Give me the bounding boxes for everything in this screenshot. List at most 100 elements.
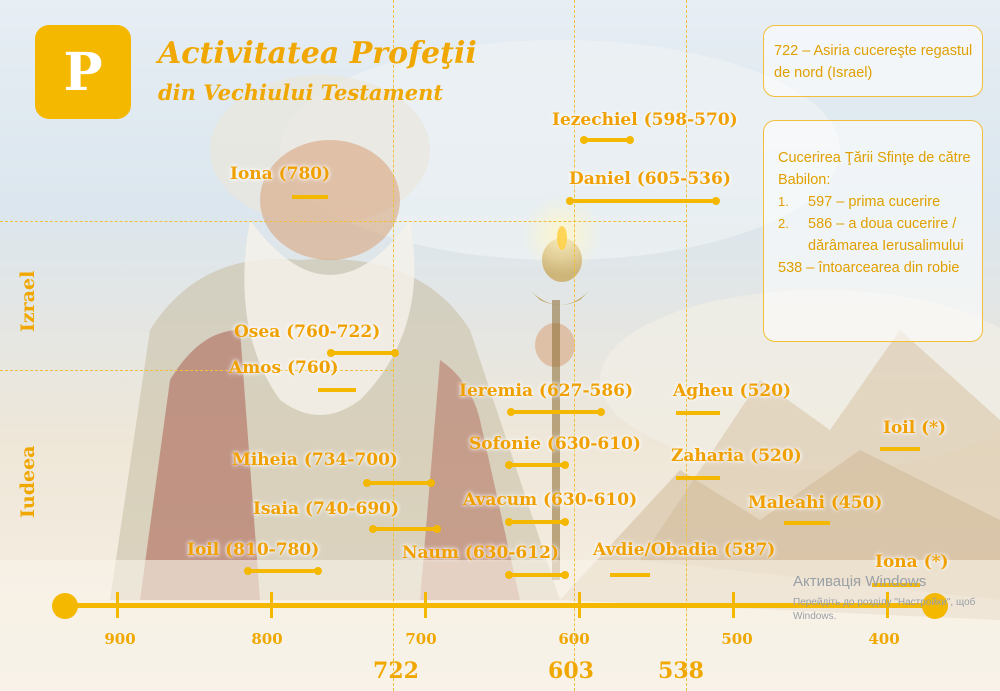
prophet-period-bar — [318, 388, 356, 392]
period-endpoint-dot — [505, 571, 513, 579]
logo-letter: P — [63, 41, 103, 103]
period-endpoint-dot — [566, 197, 574, 205]
info-box-assyria-text: 722 – Asiria cucereşte regastul de nord … — [774, 43, 973, 81]
key-year-722: 722 — [373, 658, 419, 684]
period-endpoint-dot — [327, 349, 335, 357]
period-endpoint-dot — [561, 461, 569, 469]
period-endpoint-dot — [314, 567, 322, 575]
prophet-label: Agheu (520) — [673, 381, 792, 401]
windows-activation-line: Перейдіть до розділу "Настройки", щоб — [793, 597, 976, 608]
info-box-babylon-heading: Cucerirea Ţării Sfinţe de către Babilon: — [778, 150, 971, 188]
prophet-period-bar — [327, 349, 399, 357]
prophet-period-bar — [369, 525, 441, 533]
axis-start-cap — [52, 593, 78, 619]
prophet-label: Avacum (630-610) — [463, 490, 638, 510]
prophet-period-bar — [872, 583, 920, 587]
period-endpoint-dot — [597, 408, 605, 416]
prophet-label: Daniel (605-536) — [569, 169, 731, 189]
prophet-label: Iona (*) — [875, 552, 949, 572]
guide-538 — [686, 0, 687, 691]
page-subtitle: din Vechiului Testament — [158, 80, 444, 105]
prophet-period-bar — [244, 567, 322, 575]
prophet-period-bar — [580, 136, 634, 144]
axis-tick-label: 500 — [721, 630, 753, 648]
prophet-period-bar — [676, 476, 720, 480]
prophet-period-bar — [505, 461, 569, 469]
side-label-israel: Izrael — [17, 270, 39, 332]
prophet-period-bar — [610, 573, 650, 577]
prophet-label: Miheia (734-700) — [232, 450, 398, 470]
list-text: 586 – a doua cucerire / dărâmarea Ierusa… — [808, 216, 964, 254]
side-label-judea: Iudeea — [17, 445, 39, 518]
timeline-axis — [64, 603, 936, 608]
period-endpoint-dot — [712, 197, 720, 205]
prophet-period-bar — [292, 195, 328, 199]
prophet-period-bar — [505, 571, 569, 579]
prophet-label: Osea (760-722) — [234, 322, 381, 342]
axis-tick — [424, 592, 427, 618]
prophet-label: Amos (760) — [229, 358, 339, 378]
period-endpoint-dot — [363, 479, 371, 487]
period-endpoint-dot — [505, 461, 513, 469]
prophet-period-bar — [880, 447, 920, 451]
guide-israel-top — [0, 221, 686, 222]
prophet-label: Ioil (*) — [883, 418, 947, 438]
prophet-label: Iona (780) — [230, 164, 331, 184]
info-box-babylon-list: 1. 597 – prima cucerire 2. 586 – a doua cu… — [778, 191, 972, 257]
period-endpoint-dot — [561, 518, 569, 526]
info-box-babylon: Cucerirea Ţării Sfinţe de către Babilon:… — [763, 120, 983, 342]
period-endpoint-dot — [580, 136, 588, 144]
period-endpoint-dot — [391, 349, 399, 357]
prophet-label: Iezechiel (598-570) — [552, 110, 738, 130]
logo-badge: P — [35, 25, 131, 119]
axis-tick — [732, 592, 735, 618]
prophet-period-bar — [363, 479, 435, 487]
prophet-label: Ioil (810-780) — [187, 540, 320, 560]
prophet-label: Avdie/Obadia (587) — [593, 540, 776, 560]
guide-603 — [574, 0, 575, 691]
windows-activation-line: Windows. — [793, 611, 837, 622]
axis-tick-label: 700 — [405, 630, 437, 648]
prophet-label: Ieremia (627-586) — [459, 381, 634, 401]
prophet-label: Zaharia (520) — [671, 446, 802, 466]
list-text: 597 – prima cucerire — [808, 194, 941, 210]
period-endpoint-dot — [369, 525, 377, 533]
axis-tick — [270, 592, 273, 618]
prophet-period-bar — [676, 411, 720, 415]
period-endpoint-dot — [427, 479, 435, 487]
key-year-603: 603 — [548, 658, 594, 684]
list-number: 1. — [778, 194, 789, 209]
prophet-period-bar — [784, 521, 830, 525]
prophet-period-bar — [507, 408, 605, 416]
period-endpoint-dot — [561, 571, 569, 579]
axis-tick-label: 900 — [104, 630, 136, 648]
guide-722 — [393, 0, 394, 691]
guide-israel-bottom — [0, 370, 393, 371]
prophet-label: Sofonie (630-610) — [469, 434, 641, 454]
windows-activation-text: Перейдіть до розділу "Настройки", щоб Wi… — [793, 596, 975, 624]
key-year-538: 538 — [658, 658, 704, 684]
page-title: Activitatea Profeţii — [158, 36, 477, 71]
period-endpoint-dot — [433, 525, 441, 533]
prophet-label: Isaia (740-690) — [253, 499, 400, 519]
info-box-babylon-footer: 538 – întoarcearea din robie — [778, 260, 960, 276]
prophet-label: Naum (630-612) — [402, 543, 559, 563]
list-number: 2. — [778, 216, 789, 231]
axis-tick — [886, 592, 889, 618]
prophet-label: Maleahi (450) — [748, 493, 883, 513]
axis-tick — [578, 592, 581, 618]
axis-tick-label: 600 — [558, 630, 590, 648]
period-endpoint-dot — [505, 518, 513, 526]
axis-tick — [116, 592, 119, 618]
period-endpoint-dot — [244, 567, 252, 575]
windows-activation-title: Активація Windows — [793, 573, 927, 590]
list-item: 1. 597 – prima cucerire — [778, 191, 972, 213]
axis-end-cap — [922, 593, 948, 619]
prophet-period-bar — [505, 518, 569, 526]
axis-tick-label: 800 — [251, 630, 283, 648]
info-box-assyria: 722 – Asiria cucereşte regastul de nord … — [763, 25, 983, 97]
prophet-period-bar — [566, 197, 720, 205]
period-endpoint-dot — [626, 136, 634, 144]
period-endpoint-dot — [507, 408, 515, 416]
